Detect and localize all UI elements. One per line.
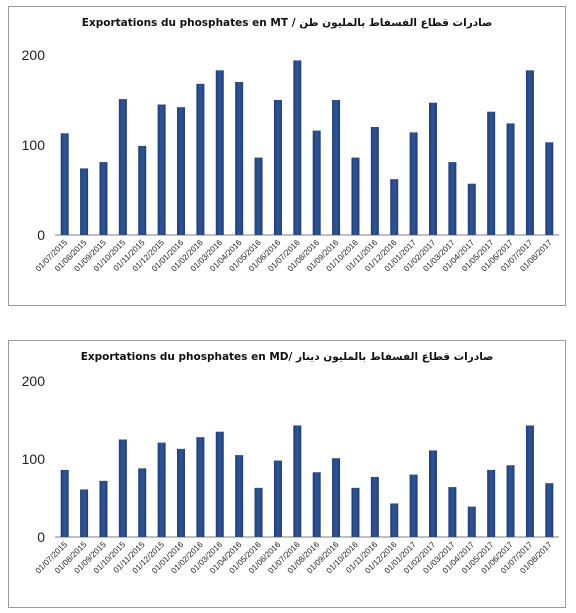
bar bbox=[390, 179, 399, 235]
bar bbox=[293, 60, 302, 236]
bar bbox=[545, 483, 554, 537]
bar bbox=[118, 99, 127, 235]
chart-panel-tonnes: Exportations du phosphates en MT / صادرا… bbox=[8, 6, 566, 306]
bar bbox=[390, 503, 399, 537]
bar bbox=[370, 476, 379, 537]
bar-chart-tonnes: 010020001/07/201501/08/201501/09/201501/… bbox=[22, 47, 559, 273]
bar bbox=[351, 157, 360, 235]
chart-panel-dinars: Exportations du phosphates en MD/ صادرات… bbox=[8, 340, 566, 608]
bar bbox=[409, 474, 418, 537]
bar bbox=[409, 132, 418, 235]
bar bbox=[332, 458, 341, 537]
bar bbox=[312, 472, 321, 537]
chart-title: Exportations du phosphates en MD/ صادرات… bbox=[80, 351, 494, 363]
bar bbox=[138, 468, 147, 537]
bar bbox=[370, 127, 379, 235]
bar bbox=[60, 469, 69, 537]
bar bbox=[60, 133, 69, 235]
bar bbox=[157, 104, 166, 235]
y-tick-label: 0 bbox=[37, 227, 45, 243]
y-tick-label: 100 bbox=[22, 137, 46, 153]
bar bbox=[525, 70, 534, 235]
bar bbox=[196, 437, 205, 537]
y-tick-label: 200 bbox=[22, 47, 46, 63]
bar bbox=[545, 142, 554, 235]
bar bbox=[351, 487, 360, 537]
bar bbox=[157, 442, 166, 537]
y-tick-label: 200 bbox=[22, 373, 46, 389]
bar bbox=[254, 157, 263, 235]
bar bbox=[235, 455, 244, 537]
bar bbox=[332, 100, 341, 235]
bar bbox=[467, 183, 476, 235]
bar bbox=[177, 107, 185, 235]
y-tick-label: 100 bbox=[22, 451, 46, 467]
bar bbox=[487, 111, 496, 235]
bar bbox=[487, 469, 496, 537]
bar bbox=[215, 70, 224, 235]
bar-chart-dinars: 010020001/07/201501/08/201501/09/201501/… bbox=[22, 373, 559, 575]
bar bbox=[273, 460, 282, 537]
bar bbox=[467, 506, 476, 537]
bar bbox=[448, 162, 457, 235]
bar bbox=[448, 487, 457, 537]
bar bbox=[293, 425, 302, 537]
bar bbox=[99, 162, 108, 235]
bar bbox=[80, 489, 89, 537]
bar bbox=[429, 450, 437, 537]
bar bbox=[80, 168, 89, 235]
bar bbox=[196, 83, 205, 235]
bar bbox=[235, 82, 244, 235]
bar bbox=[118, 439, 127, 537]
bar bbox=[99, 480, 108, 537]
bar bbox=[506, 123, 515, 235]
bar bbox=[215, 431, 224, 537]
bar bbox=[429, 102, 437, 235]
bar bbox=[177, 448, 185, 537]
chart-title: Exportations du phosphates en MT / صادرا… bbox=[81, 17, 493, 29]
bar bbox=[312, 130, 321, 235]
bar bbox=[506, 465, 515, 537]
bar bbox=[138, 145, 147, 235]
bar bbox=[525, 425, 534, 537]
bar bbox=[254, 487, 263, 537]
bar bbox=[273, 100, 282, 235]
y-tick-label: 0 bbox=[37, 529, 45, 545]
